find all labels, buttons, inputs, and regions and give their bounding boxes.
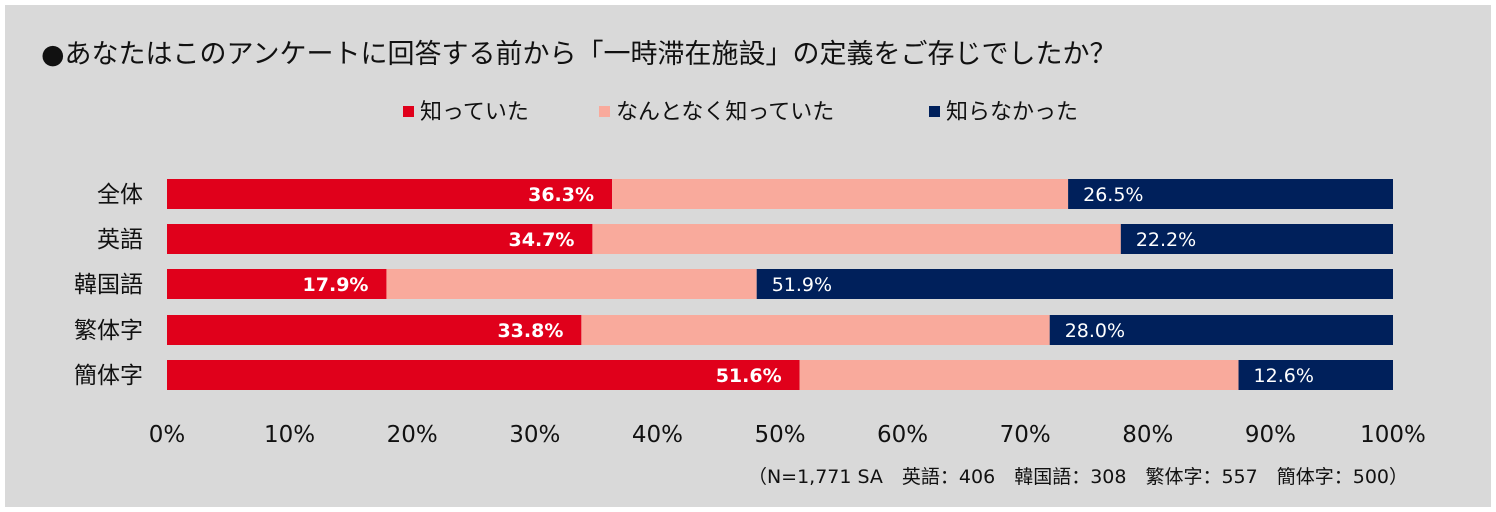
bar-segment — [167, 179, 613, 209]
bar-segment — [386, 269, 757, 299]
bar-row: 33.8% 28.0% — [167, 315, 1393, 345]
legend-swatch — [599, 106, 610, 117]
bars: 36.3% 26.5% 34.7% 22.2% 17.9% 51.9% 33.8% 28.0%… — [167, 179, 1393, 390]
bar-segment — [756, 269, 1393, 299]
category-label: 全体 — [97, 182, 143, 208]
legend-label: 知っていた — [420, 100, 529, 125]
data-label: 17.9% — [303, 274, 369, 296]
x-tick-label: 100% — [1360, 422, 1426, 448]
bar-segment — [167, 360, 800, 390]
bar-row: 17.9% 51.9% — [167, 269, 1393, 299]
data-label: 28.0% — [1065, 320, 1125, 342]
data-label: 34.7% — [509, 229, 575, 251]
data-label: 51.9% — [772, 274, 832, 296]
bar-segment — [1238, 360, 1393, 390]
legend-swatch — [403, 106, 414, 117]
x-axis-ticks: 0% 10% 20% 30% 40% 50% 60% 70% 80% 90% 100% — [149, 422, 1426, 448]
bar-segment — [799, 360, 1239, 390]
category-label: 韓国語 — [74, 272, 143, 298]
legend: 知っていた なんとなく知っていた 知らなかった — [403, 100, 1078, 125]
x-tick-label: 70% — [1000, 422, 1051, 448]
bar-segment — [167, 315, 582, 345]
chart-panel: ●あなたはこのアンケートに回答する前から「一時滞在施設」の定義をご存じでしたか？… — [5, 5, 1491, 507]
legend-swatch — [929, 106, 940, 117]
category-label: 繁体字 — [74, 318, 143, 344]
bar-segment — [167, 269, 387, 299]
x-tick-label: 0% — [149, 422, 186, 448]
x-tick-label: 10% — [264, 422, 315, 448]
data-label: 22.2% — [1136, 229, 1196, 251]
stacked-bar-chart: ●あなたはこのアンケートに回答する前から「一時滞在施設」の定義をご存じでしたか？… — [41, 39, 1426, 488]
legend-item: なんとなく知っていた — [599, 100, 834, 125]
chart-title: ●あなたはこのアンケートに回答する前から「一時滞在施設」の定義をご存じでしたか？ — [41, 39, 1116, 70]
bar-row: 36.3% 26.5% — [167, 179, 1393, 209]
legend-item: 知っていた — [403, 100, 529, 125]
bar-segment — [612, 179, 1069, 209]
x-tick-label: 90% — [1245, 422, 1296, 448]
category-label: 簡体字 — [74, 363, 143, 389]
sample-size-note: （N=1,771 SA 英語：406 韓国語：308 繁体字：557 簡体字：5… — [748, 466, 1408, 488]
legend-label: なんとなく知っていた — [616, 100, 834, 125]
data-label: 12.6% — [1254, 365, 1314, 387]
bar-segment — [1120, 224, 1393, 254]
legend-label: 知らなかった — [946, 100, 1078, 125]
bar-segment — [167, 224, 593, 254]
x-tick-label: 50% — [754, 422, 805, 448]
data-label: 26.5% — [1083, 184, 1143, 206]
bar-segment — [592, 224, 1121, 254]
x-tick-label: 20% — [387, 422, 438, 448]
bar-segment — [581, 315, 1050, 345]
data-label: 36.3% — [528, 184, 594, 206]
x-tick-label: 60% — [877, 422, 928, 448]
bar-row: 34.7% 22.2% — [167, 224, 1393, 254]
data-label: 33.8% — [497, 320, 563, 342]
legend-item: 知らなかった — [929, 100, 1078, 125]
category-label: 英語 — [97, 227, 143, 253]
x-tick-label: 40% — [632, 422, 683, 448]
bar-segment — [1049, 315, 1393, 345]
x-tick-label: 80% — [1122, 422, 1173, 448]
x-tick-label: 30% — [509, 422, 560, 448]
bar-row: 51.6% 12.6% — [167, 360, 1393, 390]
data-label: 51.6% — [716, 365, 782, 387]
bar-segment — [1068, 179, 1393, 209]
